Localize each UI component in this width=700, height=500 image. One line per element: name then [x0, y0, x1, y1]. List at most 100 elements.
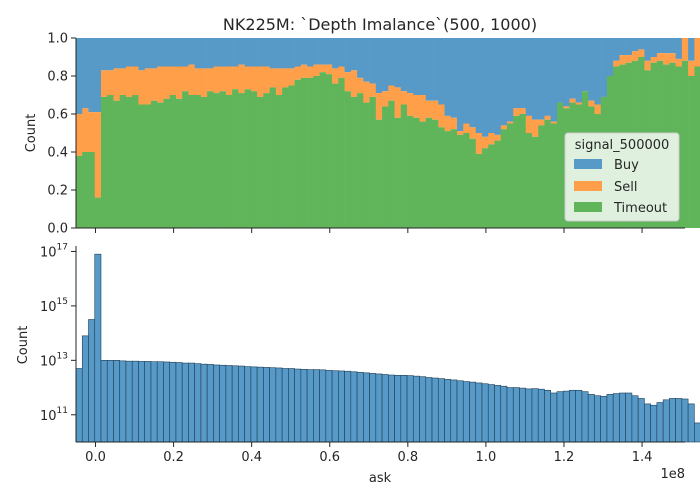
bar-sell: [594, 104, 601, 114]
histogram-bar: [469, 381, 477, 443]
bar-timeout: [325, 74, 333, 228]
histogram-bar: [175, 362, 183, 443]
bar-buy: [575, 38, 583, 103]
histogram-bar: [656, 402, 664, 443]
histogram-bar: [369, 373, 377, 443]
bar-buy: [194, 38, 202, 69]
bar-buy: [157, 38, 164, 67]
bar-sell: [500, 125, 508, 130]
bar-sell: [413, 95, 420, 118]
bar-timeout: [425, 117, 433, 228]
bar-buy: [163, 38, 170, 67]
x-tick-label: 0.2: [163, 450, 184, 465]
bar-timeout: [119, 95, 127, 228]
histogram-bar: [144, 361, 152, 443]
histogram-bar: [338, 370, 345, 443]
bar-timeout: [332, 83, 339, 228]
bar-buy: [144, 38, 152, 69]
histogram-bar: [313, 369, 320, 443]
legend: signal_500000 Buy Sell Timeout: [564, 132, 680, 222]
bar-timeout: [488, 144, 495, 228]
bar-buy: [238, 38, 245, 65]
histogram-bar: [450, 379, 458, 443]
bar-sell: [631, 51, 639, 61]
bar-sell: [644, 60, 651, 71]
histogram-bar: [156, 361, 164, 443]
bar-sell: [407, 93, 414, 116]
bar-timeout: [463, 133, 470, 228]
bar-buy: [369, 38, 377, 84]
histogram-bar: [269, 367, 277, 443]
bar-buy: [519, 38, 527, 109]
bar-timeout: [531, 136, 539, 228]
bar-sell: [213, 66, 220, 94]
bar-timeout: [250, 91, 258, 228]
bar-sell: [363, 81, 370, 103]
histogram-bar: [94, 253, 102, 443]
chart-title: NK225M: `Depth Imalance`(500, 1000): [223, 15, 537, 34]
bar-buy: [419, 38, 427, 95]
histogram-bar: [263, 367, 270, 443]
bar-timeout: [457, 134, 464, 228]
histogram-bar: [75, 368, 83, 443]
histogram-bar: [669, 398, 676, 443]
bar-timeout: [544, 119, 552, 228]
bar-timeout: [363, 102, 370, 228]
bar-sell: [138, 70, 146, 105]
top-y-axis-label: Count: [24, 114, 39, 153]
bar-timeout: [338, 77, 345, 229]
bar-sell: [144, 68, 152, 105]
bar-buy: [500, 38, 508, 126]
bar-timeout: [475, 153, 483, 228]
histogram-bar: [306, 369, 314, 443]
histogram-bar: [650, 404, 658, 443]
histogram-bar: [294, 368, 302, 443]
bar-timeout: [219, 91, 227, 228]
histogram-bar: [687, 403, 695, 443]
bar-buy: [569, 38, 576, 99]
bar-sell: [444, 115, 452, 132]
bar-timeout: [163, 98, 170, 228]
y-tick-label: 1013: [40, 351, 68, 369]
bar-sell: [194, 68, 202, 95]
bar-buy: [600, 38, 608, 97]
bar-sell: [350, 70, 358, 97]
bar-buy: [307, 38, 314, 67]
histogram-bar: [406, 375, 414, 443]
bar-buy: [550, 38, 558, 122]
histogram-bar: [425, 377, 433, 443]
bar-sell: [469, 127, 477, 139]
bar-sell: [388, 85, 395, 101]
bar-timeout: [282, 87, 289, 229]
legend-label-buy: Buy: [614, 158, 639, 173]
bar-sell: [94, 112, 102, 198]
bar-buy: [594, 38, 601, 105]
bar-timeout: [82, 152, 89, 228]
bar-timeout: [519, 114, 527, 228]
histogram-bar: [444, 379, 452, 443]
bottom-y-axis-label: Count: [16, 326, 31, 365]
bar-timeout: [482, 148, 489, 228]
histogram-bar: [300, 369, 308, 443]
histogram-bar: [88, 319, 96, 443]
bar-timeout: [556, 102, 564, 228]
bar-buy: [413, 38, 420, 95]
bar-buy: [182, 38, 189, 67]
histogram-bar: [394, 375, 402, 443]
bar-timeout: [688, 76, 695, 228]
bar-timeout: [450, 129, 458, 228]
histogram-bar: [606, 394, 614, 443]
histogram-bar: [388, 374, 395, 443]
bar-timeout: [232, 89, 239, 228]
bar-sell: [694, 38, 700, 67]
bar-buy: [619, 38, 626, 56]
bar-timeout: [244, 89, 252, 228]
histogram-bar: [225, 365, 233, 443]
bar-timeout: [681, 60, 689, 228]
bar-timeout: [169, 95, 177, 228]
legend-title: signal_500000: [575, 138, 670, 153]
bottom-log-histogram: 1011 1013 1015 1017 0.0 0.2 0.4 0.6 0.8 1.0 1.2 1.…: [16, 242, 700, 486]
bar-timeout: [432, 119, 439, 228]
bar-timeout: [694, 66, 700, 228]
bar-buy: [325, 38, 333, 65]
